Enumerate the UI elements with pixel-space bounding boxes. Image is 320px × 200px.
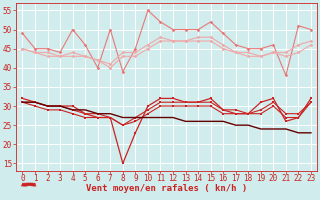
- X-axis label: Vent moyen/en rafales ( kn/h ): Vent moyen/en rafales ( kn/h ): [86, 184, 247, 193]
